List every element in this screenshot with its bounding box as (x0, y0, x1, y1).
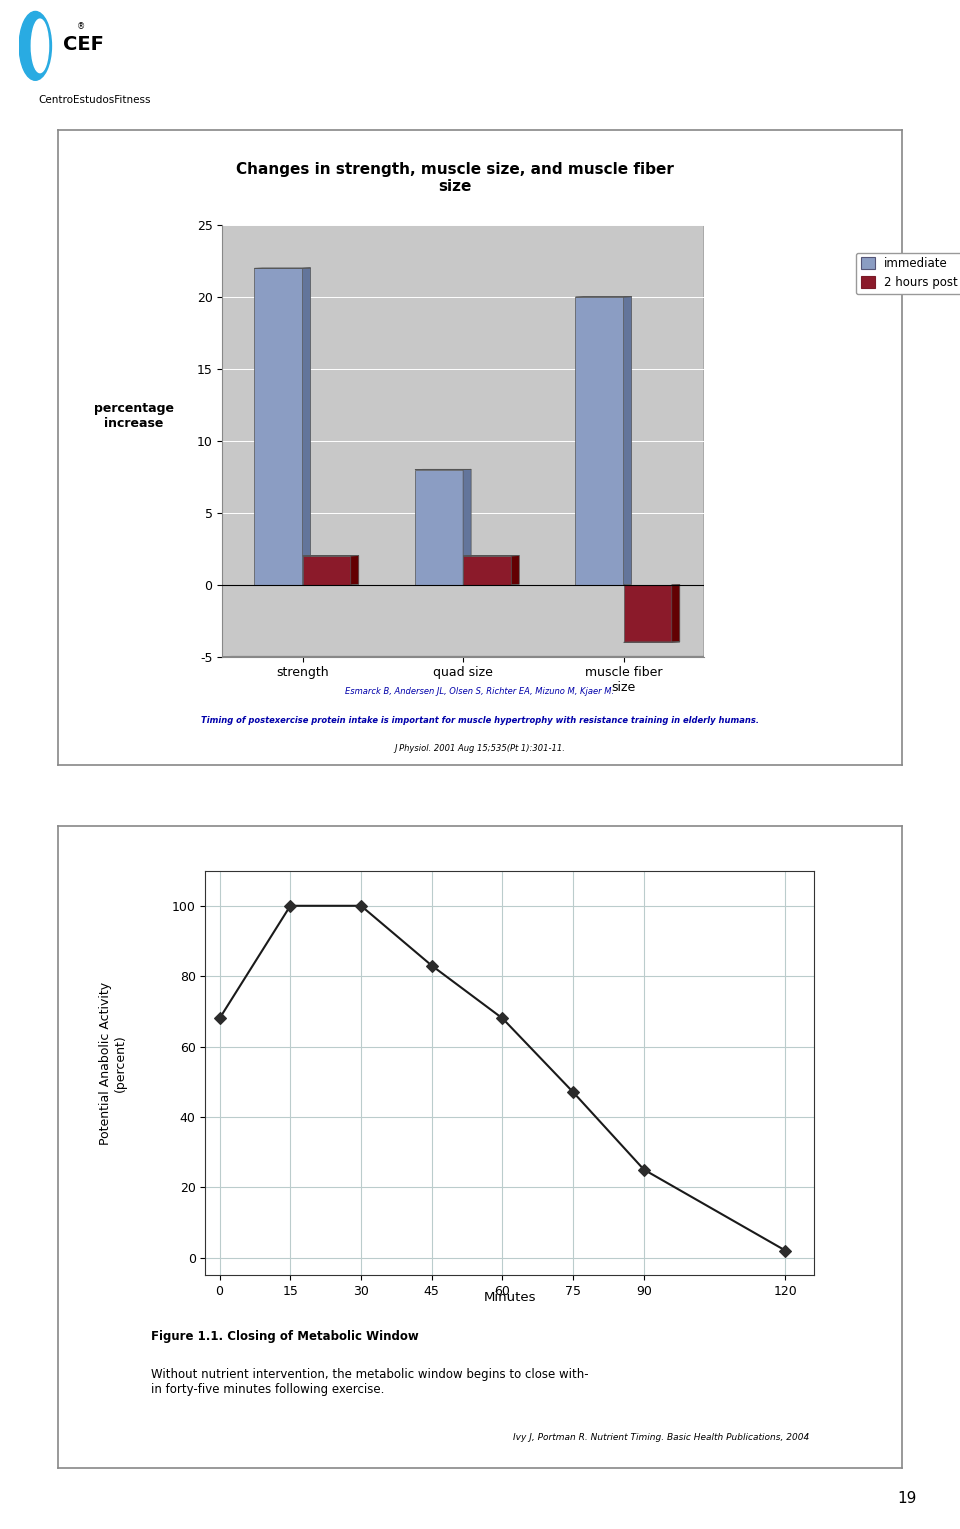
Text: Esmarck B, Andersen JL, Olsen S, Richter EA, Mizuno M, Kjaer M.: Esmarck B, Andersen JL, Olsen S, Richter… (346, 687, 614, 696)
Text: CentroEstudosFitness: CentroEstudosFitness (38, 95, 151, 106)
Text: CEF: CEF (63, 35, 104, 54)
Text: Without nutrient intervention, the metabolic window begins to close with-
in for: Without nutrient intervention, the metab… (151, 1368, 588, 1396)
Text: Minutes: Minutes (483, 1290, 536, 1304)
Text: percentage
increase: percentage increase (94, 402, 174, 430)
Text: Ivy J, Portman R. Nutrient Timing. Basic Health Publications, 2004: Ivy J, Portman R. Nutrient Timing. Basic… (514, 1433, 809, 1442)
Text: Figure 1.1. Closing of Metabolic Window: Figure 1.1. Closing of Metabolic Window (151, 1330, 419, 1342)
Text: Potential Anabolic Activity
(percent): Potential Anabolic Activity (percent) (99, 982, 127, 1145)
Text: Changes in strength, muscle size, and muscle fiber
size: Changes in strength, muscle size, and mu… (236, 162, 674, 194)
Text: Timing of postexercise protein intake is important for muscle hypertrophy with r: Timing of postexercise protein intake is… (201, 716, 759, 725)
Text: ®: ® (77, 23, 85, 31)
Ellipse shape (32, 18, 49, 72)
Ellipse shape (19, 11, 52, 80)
Text: 19: 19 (898, 1491, 917, 1506)
Text: J Physiol. 2001 Aug 15;535(Pt 1):301-11.: J Physiol. 2001 Aug 15;535(Pt 1):301-11. (395, 745, 565, 754)
